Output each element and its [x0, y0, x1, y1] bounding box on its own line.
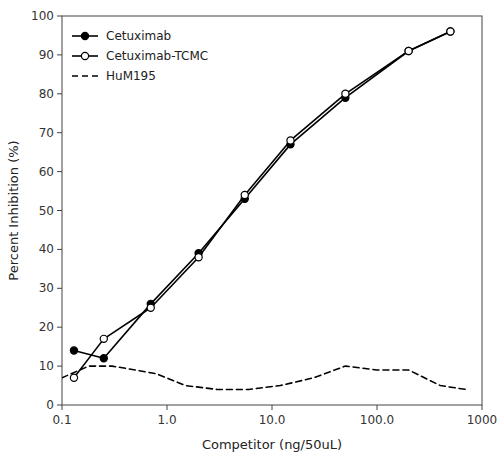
- page: {"chart_data": { "type": "line", "log": …: [0, 0, 500, 461]
- plot-frame: [62, 16, 482, 405]
- plot-background: [62, 16, 482, 405]
- series-line: [74, 32, 450, 378]
- legend: Cetuximab Cetuximab-TCMC HuM195: [72, 29, 208, 83]
- y-axis-label: Percent Inhibition (%): [6, 140, 21, 280]
- series-marker: [70, 347, 77, 354]
- y-tick: [57, 93, 62, 94]
- series: [70, 28, 454, 362]
- y-tick-label: 30: [39, 281, 54, 295]
- x-tick: [377, 405, 378, 410]
- y-tick-label: 0: [46, 398, 54, 412]
- y-tick: [57, 132, 62, 133]
- y-tick-label: 80: [39, 87, 54, 101]
- x-tick-label: 1.0: [157, 413, 176, 427]
- series-marker: [241, 191, 248, 198]
- series-marker: [147, 304, 154, 311]
- y-tick-label: 10: [39, 359, 54, 373]
- y-tick: [57, 210, 62, 211]
- x-axis-label: Competitor (ng/50uL): [202, 437, 342, 452]
- legend-label: HuM195: [106, 69, 156, 83]
- x-tick: [167, 405, 168, 410]
- y-tick: [57, 288, 62, 289]
- y-tick-label: 50: [39, 204, 54, 218]
- y-tick-label: 70: [39, 126, 54, 140]
- series: [70, 28, 454, 381]
- y-tick: [57, 366, 62, 367]
- legend-marker: [81, 52, 88, 59]
- series-marker: [342, 90, 349, 97]
- series-line: [62, 366, 466, 389]
- series-marker: [447, 28, 454, 35]
- x-tick-label: 1000: [467, 413, 498, 427]
- series-line: [74, 32, 450, 359]
- chart: 0.1 1.0 10.0 100.0 1000 0 10 20 30 40 50 60 70 80 90 10…: [0, 0, 500, 461]
- series-marker: [100, 355, 107, 362]
- y-tick: [57, 249, 62, 250]
- series-marker: [100, 335, 107, 342]
- y-tick-label: 60: [39, 165, 54, 179]
- legend-label: Cetuximab: [106, 29, 171, 43]
- legend-handle: [72, 75, 98, 77]
- x-tick: [272, 405, 273, 410]
- legend-marker: [81, 32, 88, 39]
- series-marker: [70, 374, 77, 381]
- series: [62, 366, 466, 389]
- series-marker: [405, 47, 412, 54]
- y-tick-label: 40: [39, 242, 54, 256]
- y-tick: [57, 327, 62, 328]
- y-tick: [57, 54, 62, 55]
- series-marker: [195, 254, 202, 261]
- x-tick-label: 100.0: [360, 413, 394, 427]
- y-tick-label: 90: [39, 48, 54, 62]
- series-marker: [287, 137, 294, 144]
- y-tick: [57, 171, 62, 172]
- x-tick: [62, 405, 63, 410]
- axes: 0.1 1.0 10.0 100.0 1000 0 10 20 30 40 50 60 70 80 90 10…: [31, 9, 497, 427]
- x-tick-label: 10.0: [259, 413, 286, 427]
- series-marker: [447, 28, 454, 35]
- series-marker: [405, 47, 412, 54]
- x-tick: [482, 405, 483, 410]
- data-area: [62, 28, 466, 389]
- x-tick-label: 0.1: [52, 413, 71, 427]
- y-tick-label: 100: [31, 9, 54, 23]
- legend-label: Cetuximab-TCMC: [106, 49, 208, 63]
- y-tick: [57, 405, 62, 406]
- y-tick-label: 20: [39, 320, 54, 334]
- y-tick: [57, 16, 62, 17]
